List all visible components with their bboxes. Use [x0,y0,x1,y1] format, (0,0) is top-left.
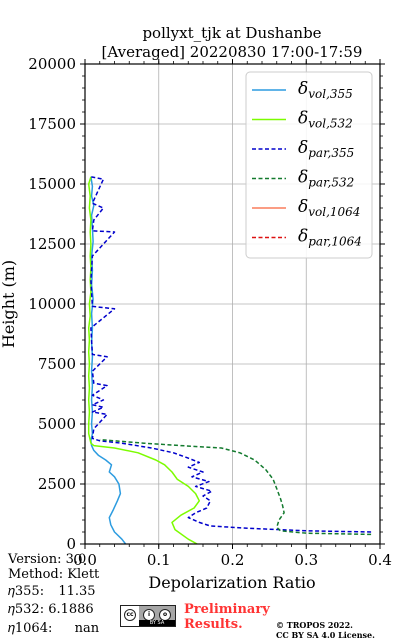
eta355-row: 𝜂355: 11.35 [8,584,96,600]
y-tick-label: 5000 [38,415,76,433]
x-tick-label: 0.4 [368,551,392,569]
preliminary-results-note: Preliminary Results. [184,602,270,632]
preliminary-line2: Results. [184,617,243,632]
x-axis-label: Depolarization Ratio [148,573,315,592]
data-series [87,176,372,545]
eta1064-label: 𝜂1064: [8,621,53,636]
cc-license-icon: cc i o BY SA [120,605,176,627]
eta355-value: 11.35 [58,584,96,599]
legend-subscript: vol,355 [308,87,353,101]
eta532-label: 𝜂532: [8,602,45,617]
eta532-row: 𝜂532: 6.1886 [8,602,94,618]
license-line2: CC BY SA 4.0 License. [276,630,375,640]
eta355-label: 𝜂355: [8,584,45,599]
license-line1: © TROPOS 2022. [276,620,353,630]
y-tick-label: 20000 [28,55,76,73]
chart-subtitle: [Averaged] 20220830 17:00-17:59 [102,43,363,61]
legend-label: δvol,355 [298,79,353,101]
x-tick-label: 0.1 [147,551,171,569]
legend-label: δpar,1064 [298,227,362,249]
legend: δvol,355 δvol,532 δpar,355 δpar,532 δvol,106… [245,71,373,259]
series-line [87,176,201,545]
depolarization-chart: pollyxt_tjk at Dushanbe [Averaged] 20220… [0,24,392,592]
y-tick-label: 15000 [28,175,76,193]
eta1064-value: nan [74,621,100,636]
chart-title: pollyxt_tjk at Dushanbe [142,24,321,42]
y-tick-label: 7500 [38,355,76,373]
y-tick-label: 12500 [28,235,76,253]
y-tick-label: 10000 [28,295,76,313]
legend-label: δpar,532 [298,168,354,190]
series-line [90,176,372,533]
x-tick-label: 0.3 [294,551,318,569]
legend-subscript: par,532 [308,176,354,190]
version-text: Version: 3.0 [8,552,87,567]
legend-label: δvol,532 [298,109,353,131]
series-line [99,438,372,536]
axis-ticks: 0.0 0.1 0.2 0.3 0.4 0 2500 5000 7500 10000 12500 15… [28,55,392,569]
legend-label: δpar,355 [298,138,354,160]
y-tick-label: 2500 [38,475,76,493]
series-line [90,176,127,545]
y-tick-label: 17500 [28,115,76,133]
preliminary-line1: Preliminary [184,602,270,617]
eta1064-row: 𝜂1064: nan [8,621,99,637]
x-tick-label: 0.0 [73,551,97,569]
method-text: Method: Klett [8,567,100,582]
legend-subscript: vol,532 [308,117,353,131]
y-tick-label: 0 [66,535,76,553]
legend-label: δvol,1064 [298,197,360,219]
y-axis-label: Height (m) [0,260,18,348]
eta532-value: 6.1886 [48,602,94,617]
legend-subscript: par,355 [308,146,354,160]
legend-box [245,71,373,259]
license-note: © TROPOS 2022. CC BY SA 4.0 License. [276,620,375,640]
x-tick-label: 0.2 [221,551,245,569]
legend-subscript: par,1064 [308,235,362,249]
legend-subscript: vol,1064 [308,205,360,219]
